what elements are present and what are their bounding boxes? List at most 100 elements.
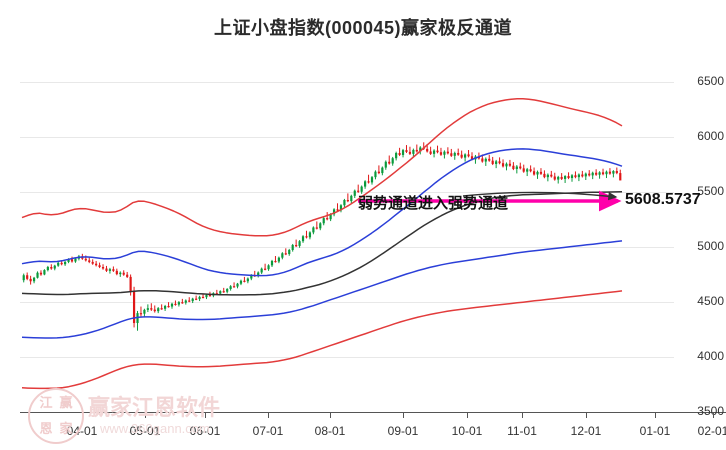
- candle-body: [508, 163, 512, 166]
- candle-body: [515, 166, 518, 170]
- y-axis-tick-label: 4000: [697, 349, 724, 364]
- gridline: [20, 192, 674, 194]
- candle-body: [564, 176, 567, 179]
- candle-body: [115, 270, 118, 275]
- candle-body: [191, 298, 194, 302]
- candle-body: [301, 236, 305, 242]
- candle-body: [401, 150, 405, 155]
- candle-body: [388, 161, 391, 164]
- candle-body: [605, 171, 608, 175]
- x-axis-tick-label: 08-01: [314, 424, 346, 438]
- candle-body: [181, 302, 184, 304]
- candle-body: [553, 176, 556, 180]
- candle-body: [236, 283, 239, 287]
- candle-body: [577, 174, 580, 178]
- candle-body: [581, 174, 584, 177]
- candle-body: [522, 168, 525, 172]
- candle-body: [305, 236, 308, 238]
- candle-body: [457, 152, 460, 155]
- candle-body: [274, 260, 277, 263]
- candle-body: [295, 245, 298, 247]
- candle-body: [570, 175, 574, 179]
- series-line-lower-red-band: [21, 290, 623, 390]
- candle-body: [612, 170, 615, 174]
- candle-body: [246, 278, 249, 282]
- x-axis-tick: [467, 412, 468, 418]
- candle-body: [439, 152, 443, 155]
- candle-body: [57, 262, 60, 266]
- candle-body: [350, 195, 353, 202]
- candle-body: [495, 161, 498, 164]
- candle-body: [426, 148, 429, 152]
- series-line-upper-blue-band: [21, 148, 623, 277]
- candle-body: [374, 171, 377, 178]
- candle-body: [546, 174, 549, 178]
- candle-body: [264, 268, 267, 270]
- gridline: [20, 302, 674, 304]
- x-axis-tick: [403, 412, 404, 418]
- candle-body: [326, 218, 329, 220]
- candle-body: [595, 172, 598, 175]
- candle-body: [36, 272, 39, 278]
- candle-body: [291, 245, 294, 250]
- candle-body: [60, 262, 63, 265]
- candle-body: [98, 265, 101, 268]
- watermark-brand: 赢家江恩软件: [88, 395, 221, 420]
- series-layer: [21, 97, 623, 390]
- x-axis-line: [20, 412, 726, 413]
- candle-body: [126, 274, 129, 277]
- candle-body: [232, 286, 236, 288]
- candle-body: [405, 150, 408, 152]
- x-axis-tick-label: 01-01: [639, 424, 671, 438]
- watermark-logo-char: 赢: [59, 395, 73, 410]
- y-axis-tick-label: 5500: [697, 184, 724, 199]
- y-axis-tick-label: 3500: [697, 404, 724, 418]
- candle-body: [591, 172, 594, 176]
- candle-body: [391, 158, 394, 164]
- candle-body: [481, 158, 484, 162]
- candle-body: [319, 223, 322, 229]
- candle-body: [526, 169, 529, 172]
- candle-body: [167, 305, 170, 308]
- candle-body: [588, 173, 591, 176]
- x-axis-tick-label: 06-01: [189, 424, 221, 438]
- series-line-lower-blue-band: [21, 240, 623, 339]
- candle-body: [505, 163, 508, 167]
- candle-body: [532, 171, 536, 175]
- candle-body: [567, 176, 570, 179]
- watermark-logo-char: 恩: [39, 421, 53, 436]
- candle-body: [229, 286, 232, 289]
- candle-body: [584, 173, 587, 177]
- candle-body: [398, 152, 401, 155]
- candle-body: [450, 153, 453, 156]
- candle-body: [132, 291, 136, 324]
- candle-body: [519, 166, 522, 169]
- candle-body: [243, 280, 246, 282]
- candle-body: [574, 175, 577, 178]
- candle-body: [408, 151, 412, 154]
- channel-annotation: 弱势通道进入强势通道: [358, 195, 509, 212]
- candle-body: [491, 160, 494, 164]
- y-axis-tick-label: 5000: [697, 239, 724, 254]
- candle-body: [177, 302, 180, 305]
- candle-body: [74, 258, 77, 262]
- candle-body: [67, 259, 70, 262]
- x-axis-tick-label: 10-01: [451, 424, 483, 438]
- candle-body: [384, 161, 387, 168]
- candle-body: [512, 165, 515, 170]
- candle-body: [195, 298, 198, 300]
- candle-body: [139, 313, 143, 315]
- candle-body: [250, 275, 253, 279]
- candle-body: [119, 272, 122, 275]
- candle-body: [419, 147, 422, 152]
- candle-body: [322, 218, 325, 224]
- candle-body: [105, 268, 108, 271]
- candle-body: [467, 154, 470, 157]
- candle-body: [270, 260, 274, 266]
- x-axis-tick: [713, 412, 714, 418]
- candle-body: [260, 268, 263, 273]
- y-axis-tick-label: 4500: [697, 294, 724, 309]
- candle-body: [70, 259, 74, 262]
- series-line-mid-black-line: [21, 191, 623, 296]
- candle-body: [239, 280, 243, 284]
